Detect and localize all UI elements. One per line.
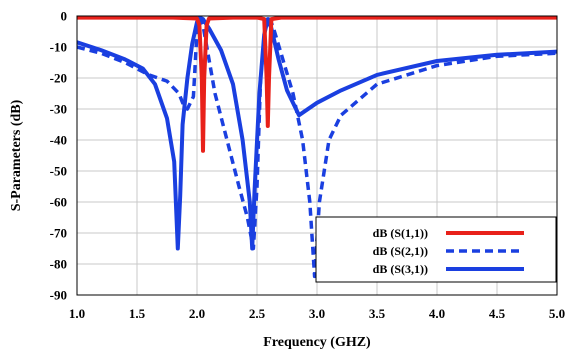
series-line-3 — [76, 15, 558, 251]
y-axis-label: S-Parameters (dB) — [9, 99, 24, 211]
y-tick-label: -80 — [50, 257, 67, 272]
x-tick-label: 2.0 — [189, 306, 205, 321]
legend-box — [315, 216, 557, 283]
legend-label-2: dB (S(2,1)) — [373, 244, 428, 258]
tick-labels: 1.0 1.5 2.0 2.5 3.0 3.5 4.0 4.5 5.0 0 -10 -20 -30 -40… — [50, 9, 565, 322]
x-tick-label: 1.5 — [129, 306, 146, 321]
series-lines — [76, 15, 558, 279]
x-tick-label: 2.5 — [249, 306, 266, 321]
y-tick-label: -70 — [50, 226, 67, 241]
x-axis-label: Frequency (GHZ) — [263, 335, 371, 350]
y-tick-label: -90 — [50, 288, 67, 303]
x-tick-label: 4.0 — [429, 306, 445, 321]
y-tick-label: -20 — [50, 71, 67, 86]
x-tick-label: 5.0 — [549, 306, 565, 321]
y-tick-label: -10 — [50, 40, 67, 55]
y-tick-label: 0 — [61, 9, 68, 24]
x-tick-label: 4.5 — [489, 306, 506, 321]
series-line-2 — [76, 17, 558, 279]
y-tick-label: -30 — [50, 102, 67, 117]
legend: dB (S(1,1)) dB (S(2,1)) dB (S(3,1)) — [315, 216, 557, 283]
x-tick-label: 3.0 — [309, 306, 325, 321]
legend-label-3: dB (S(3,1)) — [373, 262, 428, 276]
y-tick-label: -60 — [50, 195, 67, 210]
y-tick-label: -50 — [50, 164, 67, 179]
x-tick-label: 1.0 — [69, 306, 85, 321]
plot-frame — [76, 15, 558, 296]
y-tick-label: -40 — [50, 133, 67, 148]
series-line-1 — [77, 15, 557, 153]
x-tick-label: 3.5 — [369, 306, 386, 321]
legend-label-1: dB (S(1,1)) — [373, 226, 428, 240]
